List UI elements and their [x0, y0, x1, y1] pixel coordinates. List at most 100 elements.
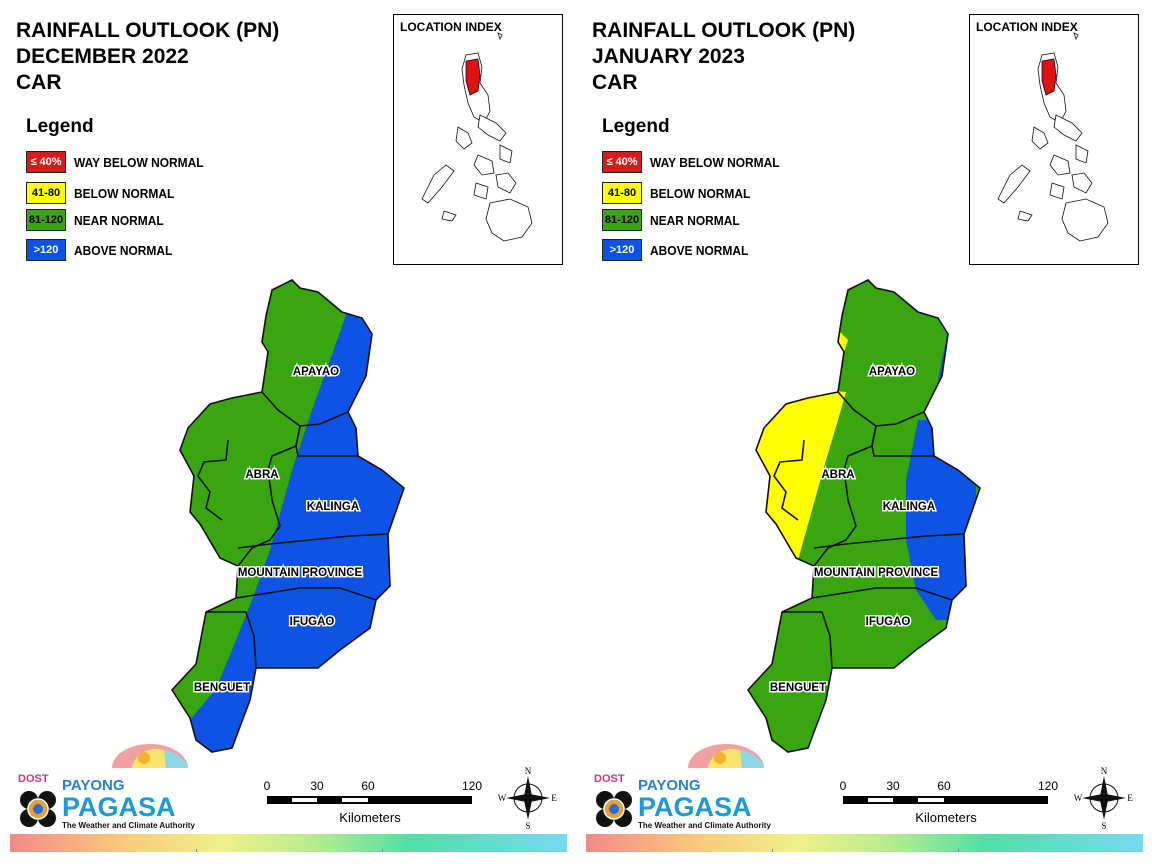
pagasa-logo: DOST PAYONG PAGASA The Weather and Clima… — [594, 744, 771, 830]
boundary-kalinga-north — [295, 425, 358, 457]
province-map: APAYAO ABRA KALINGA MOUNTAIN PROVINCE IF… — [170, 279, 405, 753]
legend-label: ABOVE NORMAL — [74, 242, 173, 258]
legend-item-way-below: ≤ 40% WAY BELOW NORMAL — [602, 149, 791, 175]
logo-tagline: The Weather and Climate Authority — [638, 821, 771, 830]
logo-pagasa: PAGASA — [638, 792, 752, 822]
boundary-mtprov-north — [237, 533, 389, 549]
scale-bar: 0 30 60 120 Kilometers — [262, 776, 492, 828]
dost-seal-icon — [20, 791, 56, 827]
legend-swatch: >120 — [26, 239, 66, 261]
dost-seal-icon — [596, 791, 632, 827]
inner-boundary-abra — [197, 439, 229, 521]
color-strip — [10, 834, 567, 852]
legend-label: NEAR NORMAL — [650, 212, 740, 228]
legend-swatch: ≤ 40% — [602, 151, 642, 173]
compass-n: N — [525, 766, 532, 776]
color-strip — [586, 834, 1143, 852]
logo-payong: PAYONG — [62, 777, 125, 794]
compass-w: W — [498, 793, 507, 803]
map-panel-january: RAINFALL OUTLOOK (PN) JANUARY 2023 CAR L… — [576, 0, 1152, 864]
north-arrow-icon: N S W E — [1074, 766, 1134, 831]
label-kalinga: KALINGA — [307, 501, 359, 513]
label-kalinga: KALINGA — [883, 501, 935, 513]
north-arrow-icon: N S W E — [498, 766, 558, 831]
boundary-abra-kalinga — [237, 469, 281, 567]
car-highlight — [465, 58, 481, 96]
label-ifugao: IFUGAO — [290, 616, 335, 628]
pagasa-logo: DOST PAYONG PAGASA The Weather and Clima… — [18, 744, 195, 830]
car-boundary — [746, 279, 981, 753]
legend-item-below: 41-80 BELOW NORMAL — [602, 180, 759, 206]
boundary-mtprov-south — [235, 587, 377, 601]
scale-tick-0: 0 — [840, 779, 847, 793]
logo-dost: DOST — [18, 773, 49, 785]
legend-label: BELOW NORMAL — [74, 185, 175, 201]
legend-swatch: >120 — [602, 239, 642, 261]
legend-title: Legend — [26, 116, 94, 137]
label-mountain-province: MOUNTAIN PROVINCE — [814, 567, 939, 579]
location-index: LOCATION INDEX — [393, 14, 563, 265]
province-map: APAYAO ABRA KALINGA MOUNTAIN PROVINCE IF… — [746, 279, 981, 753]
label-abra: ABRA — [821, 469, 854, 481]
boundary-benguet-ifugao — [821, 611, 833, 669]
map-title: RAINFALL OUTLOOK (PN) JANUARY 2023 CAR — [592, 18, 855, 96]
inset-title: LOCATION INDEX — [976, 20, 1078, 34]
legend-item-above: >120 ABOVE NORMAL — [602, 237, 757, 263]
legend-item-way-below: ≤ 40% WAY BELOW NORMAL — [26, 149, 215, 175]
philippines-outline — [421, 32, 533, 242]
label-apayao: APAYAO — [869, 366, 915, 378]
label-ifugao: IFUGAO — [866, 616, 911, 628]
above-normal-region — [906, 420, 976, 620]
scale-tick-30: 30 — [886, 779, 900, 793]
label-apayao: APAYAO — [293, 366, 339, 378]
legend-item-near: 81-120 NEAR NORMAL — [602, 207, 748, 233]
legend-item-near: 81-120 NEAR NORMAL — [26, 207, 172, 233]
legend-item-above: >120 ABOVE NORMAL — [26, 237, 181, 263]
boundary-apayao-kalinga — [299, 411, 349, 427]
legend-item-below: 41-80 BELOW NORMAL — [26, 180, 183, 206]
scale-unit: Kilometers — [339, 810, 401, 825]
title-line-2: JANUARY 2023 — [592, 45, 745, 68]
location-index: LOCATION INDEX — [969, 14, 1139, 265]
scale-tick-60: 60 — [361, 779, 375, 793]
scale-tick-0: 0 — [264, 779, 271, 793]
scale-bar: 0 30 60 120 Kilometers — [838, 776, 1068, 828]
scale-tick-120: 120 — [462, 779, 482, 793]
boundary-benguet-ifugao — [245, 611, 257, 669]
legend-label: WAY BELOW NORMAL — [74, 154, 204, 170]
legend-label: BELOW NORMAL — [650, 185, 751, 201]
boundary-mtprov-south — [811, 587, 953, 601]
title-line-1: RAINFALL OUTLOOK (PN) — [592, 19, 856, 42]
map-panel-december: RAINFALL OUTLOOK (PN) DECEMBER 2022 CAR … — [10, 14, 567, 852]
compass-w: W — [1074, 793, 1083, 803]
inner-boundary-abra — [773, 439, 805, 521]
scale-tick-30: 30 — [310, 779, 324, 793]
map-title: RAINFALL OUTLOOK (PN) DECEMBER 2022 CAR — [16, 18, 279, 96]
title-line-3: CAR — [592, 71, 638, 94]
legend-swatch: ≤ 40% — [26, 151, 66, 173]
legend-label: WAY BELOW NORMAL — [650, 154, 780, 170]
legend-label: NEAR NORMAL — [74, 212, 164, 228]
title-line-3: CAR — [16, 71, 62, 94]
title-line-2: DECEMBER 2022 — [16, 45, 189, 68]
scale-unit: Kilometers — [915, 810, 977, 825]
philippines-outline — [997, 32, 1109, 242]
boundary-kalinga-north — [871, 425, 934, 457]
boundary-mtprov-north — [813, 533, 965, 549]
compass-s: S — [525, 821, 530, 830]
car-boundary — [170, 279, 405, 753]
logo-dost: DOST — [594, 773, 625, 785]
compass-e: E — [551, 793, 557, 803]
legend-title: Legend — [602, 116, 670, 137]
boundary-apayao-kalinga — [875, 411, 925, 427]
legend-swatch: 41-80 — [602, 182, 642, 204]
legend-swatch: 81-120 — [26, 209, 66, 231]
boundary-abra-kalinga — [813, 469, 857, 567]
logo-payong: PAYONG — [638, 777, 701, 794]
compass-e: E — [1127, 793, 1133, 803]
legend-label: ABOVE NORMAL — [650, 242, 749, 258]
logo-pagasa: PAGASA — [62, 792, 176, 822]
label-abra: ABRA — [245, 469, 278, 481]
label-benguet: BENGUET — [770, 682, 826, 694]
compass-n: N — [1101, 766, 1108, 776]
